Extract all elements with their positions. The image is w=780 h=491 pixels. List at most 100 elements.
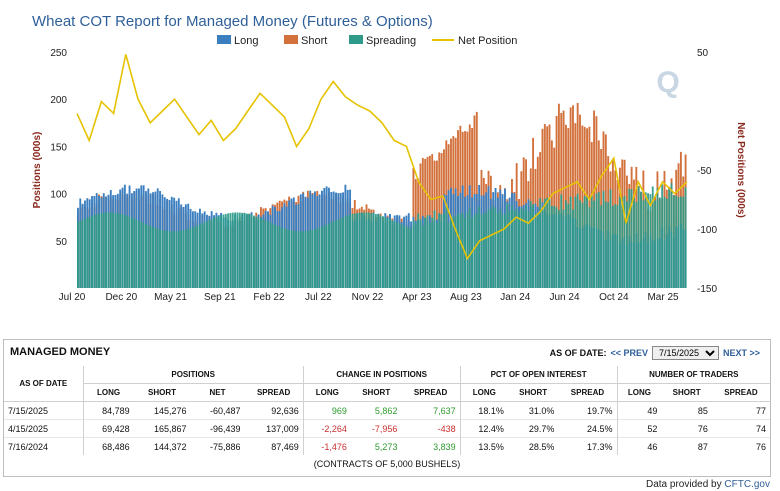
x-tick-label: Aug 23 bbox=[450, 292, 482, 303]
spreading-bar bbox=[435, 222, 438, 288]
spreading-bar bbox=[445, 206, 448, 288]
short-bar bbox=[555, 116, 558, 288]
spreading-bar bbox=[180, 230, 183, 288]
table-cell: 12.4% bbox=[459, 419, 508, 438]
panel-title: MANAGED MONEY bbox=[10, 346, 111, 358]
table-cell: 24.5% bbox=[558, 419, 618, 438]
spreading-bar bbox=[283, 228, 286, 288]
spreading-bar bbox=[520, 208, 523, 288]
spreading-bar bbox=[501, 214, 504, 288]
x-tick-label: Feb 22 bbox=[253, 292, 285, 303]
spreading-bar bbox=[339, 218, 342, 288]
spreading-bar bbox=[412, 220, 415, 288]
spreading-bar bbox=[102, 212, 105, 288]
spreading-bar bbox=[405, 226, 408, 288]
spreading-bar bbox=[473, 214, 476, 288]
spreading-bar bbox=[518, 212, 520, 288]
table-cell: 87,469 bbox=[244, 437, 304, 455]
spreading-bar bbox=[534, 213, 537, 288]
spreading-bar bbox=[482, 213, 485, 288]
spreading-bar bbox=[257, 217, 260, 288]
spreading-bar bbox=[414, 223, 417, 288]
spreading-bar bbox=[372, 213, 375, 288]
spreading-bar bbox=[297, 231, 300, 288]
table-cell: -96,439 bbox=[190, 419, 245, 438]
spreading-bar bbox=[81, 219, 84, 288]
sub-header-short: SHORT bbox=[350, 383, 402, 402]
table-cell: -7,956 bbox=[350, 419, 402, 438]
table-cell: 69,428 bbox=[82, 419, 134, 438]
spreading-bar bbox=[215, 217, 218, 288]
table-cell: 137,009 bbox=[244, 419, 304, 438]
spreading-bar bbox=[485, 212, 488, 288]
spreading-bar bbox=[140, 221, 143, 288]
watermark-logo: Q bbox=[656, 66, 679, 99]
legend-label-long: Long bbox=[234, 35, 258, 47]
sub-header-long: LONG bbox=[616, 383, 662, 402]
spreading-bar bbox=[191, 227, 194, 288]
spreading-bar bbox=[595, 193, 598, 288]
table-footnote: (CONTRACTS OF 5,000 BUSHELS) bbox=[313, 458, 461, 469]
spreading-bar bbox=[543, 198, 546, 288]
spreading-bar bbox=[410, 228, 413, 288]
table-cell: -75,886 bbox=[190, 437, 245, 455]
spreading-bar bbox=[661, 184, 664, 288]
spreading-bar bbox=[672, 195, 675, 288]
spreading-bar bbox=[363, 212, 366, 288]
spreading-bar bbox=[321, 226, 323, 288]
spreading-bar bbox=[480, 214, 483, 288]
spreading-bar bbox=[428, 222, 431, 288]
sub-header-short: SHORT bbox=[661, 383, 712, 402]
spreading-bar bbox=[243, 213, 246, 288]
chart-legend: Long Short Spreading Net Position bbox=[217, 35, 517, 47]
spreading-bar bbox=[489, 209, 492, 288]
spreading-bar bbox=[663, 196, 666, 288]
spreading-bar bbox=[513, 210, 516, 288]
spreading-bar bbox=[475, 213, 478, 288]
table-cell: 969 bbox=[302, 401, 351, 420]
y-axis-right: 50 -50 -100 -150 bbox=[697, 48, 717, 295]
spreading-bar bbox=[325, 224, 328, 288]
spreading-bar bbox=[311, 229, 314, 288]
table-cell: 46 bbox=[616, 437, 662, 455]
spreading-bar bbox=[281, 227, 283, 288]
group-header-row: AS OF DATE POSITIONS CHANGE IN POSITIONS… bbox=[4, 366, 770, 402]
change-header: CHANGE IN POSITIONS bbox=[302, 366, 461, 384]
spreading-bar bbox=[511, 205, 513, 288]
table-cell: 19.7% bbox=[558, 401, 618, 420]
spreading-bar bbox=[161, 230, 164, 288]
x-tick-label: Mar 25 bbox=[647, 292, 679, 303]
spreading-bar bbox=[318, 227, 321, 288]
x-tick-label: Jun 24 bbox=[549, 292, 579, 303]
sub-header-net: NET bbox=[190, 383, 245, 402]
next-date-link[interactable]: NEXT >> bbox=[722, 348, 760, 358]
net-position-line bbox=[76, 54, 688, 261]
prev-date-link[interactable]: << PREV bbox=[610, 348, 648, 358]
short-bar bbox=[572, 105, 574, 288]
table-cell: 92,636 bbox=[244, 401, 304, 420]
spreading-bar bbox=[173, 231, 176, 288]
x-tick-label: Jan 24 bbox=[500, 292, 530, 303]
spreading-bar bbox=[393, 221, 396, 288]
legend-label-short: Short bbox=[301, 35, 327, 47]
spreading-bar bbox=[459, 213, 462, 288]
as-of-date-select[interactable]: 7/15/2025 bbox=[651, 346, 719, 360]
legend-swatch-short bbox=[284, 35, 298, 44]
spreading-bar bbox=[119, 213, 122, 288]
spreading-bar bbox=[91, 215, 93, 288]
y-axis-left: 50 100 150 200 250 bbox=[50, 48, 67, 248]
spreading-bar bbox=[581, 202, 584, 288]
cftc-link[interactable]: CFTC.gov bbox=[724, 479, 770, 490]
spreading-bar bbox=[116, 213, 119, 288]
spreading-bar bbox=[593, 200, 596, 288]
spreading-bar bbox=[508, 210, 511, 288]
spreading-bar bbox=[525, 205, 527, 288]
spreading-bar bbox=[398, 223, 401, 288]
sub-header-row: LONG SHORT NET SPREAD LONG SHORT SPREAD LONG SHO… bbox=[4, 383, 770, 402]
spreading-bar bbox=[626, 201, 628, 288]
spreading-bar bbox=[166, 230, 169, 288]
spreading-bar bbox=[332, 221, 335, 288]
spreading-bar bbox=[88, 216, 91, 288]
legend-label-spreading: Spreading bbox=[366, 35, 416, 47]
cot-chart: Wheat COT Report for Managed Money (Futu… bbox=[32, 13, 746, 303]
